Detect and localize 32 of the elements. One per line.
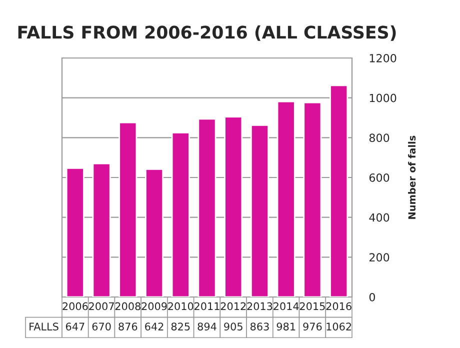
x-tick-label: 2006 (62, 302, 88, 310)
data-label: 647 (66, 322, 84, 330)
y-tick-label: 600 (369, 173, 390, 182)
x-tick-label: 2007 (89, 302, 114, 310)
data-label: 905 (224, 322, 242, 330)
x-tick-label: 2013 (247, 302, 272, 310)
data-label: 670 (92, 322, 111, 330)
y-axis-title: Number of falls (408, 136, 416, 219)
y-tick-label: 0 (369, 292, 375, 302)
y-tick-label: 800 (369, 134, 390, 142)
x-tick-label: 2011 (194, 302, 220, 310)
x-tick-label: 2016 (326, 302, 352, 310)
data-label: 825 (171, 322, 190, 330)
x-tick-label: 2010 (168, 302, 194, 310)
data-label: 642 (145, 322, 164, 330)
y-tick-label: 200 (369, 253, 390, 262)
data-label: 863 (250, 322, 269, 330)
x-tick-label: 2012 (220, 302, 246, 310)
y-tick-label: 1000 (370, 94, 396, 102)
data-label: 976 (303, 322, 322, 330)
data-label: 1062 (326, 322, 352, 330)
x-tick-label: 2015 (300, 302, 325, 310)
text: FALLS (30, 322, 58, 330)
data-label: 981 (276, 322, 296, 330)
chart-title: FALLS FROM 2006-2016 (ALL CLASSES) (18, 25, 396, 41)
data-label: 894 (198, 322, 216, 330)
x-tick-label: 2008 (115, 302, 140, 310)
y-tick-label: 400 (369, 213, 390, 222)
y-tick-label: 1200 (370, 54, 396, 62)
data-label: 876 (118, 322, 138, 330)
x-tick-label: 2009 (142, 302, 167, 310)
x-tick-label: 2014 (274, 302, 299, 310)
